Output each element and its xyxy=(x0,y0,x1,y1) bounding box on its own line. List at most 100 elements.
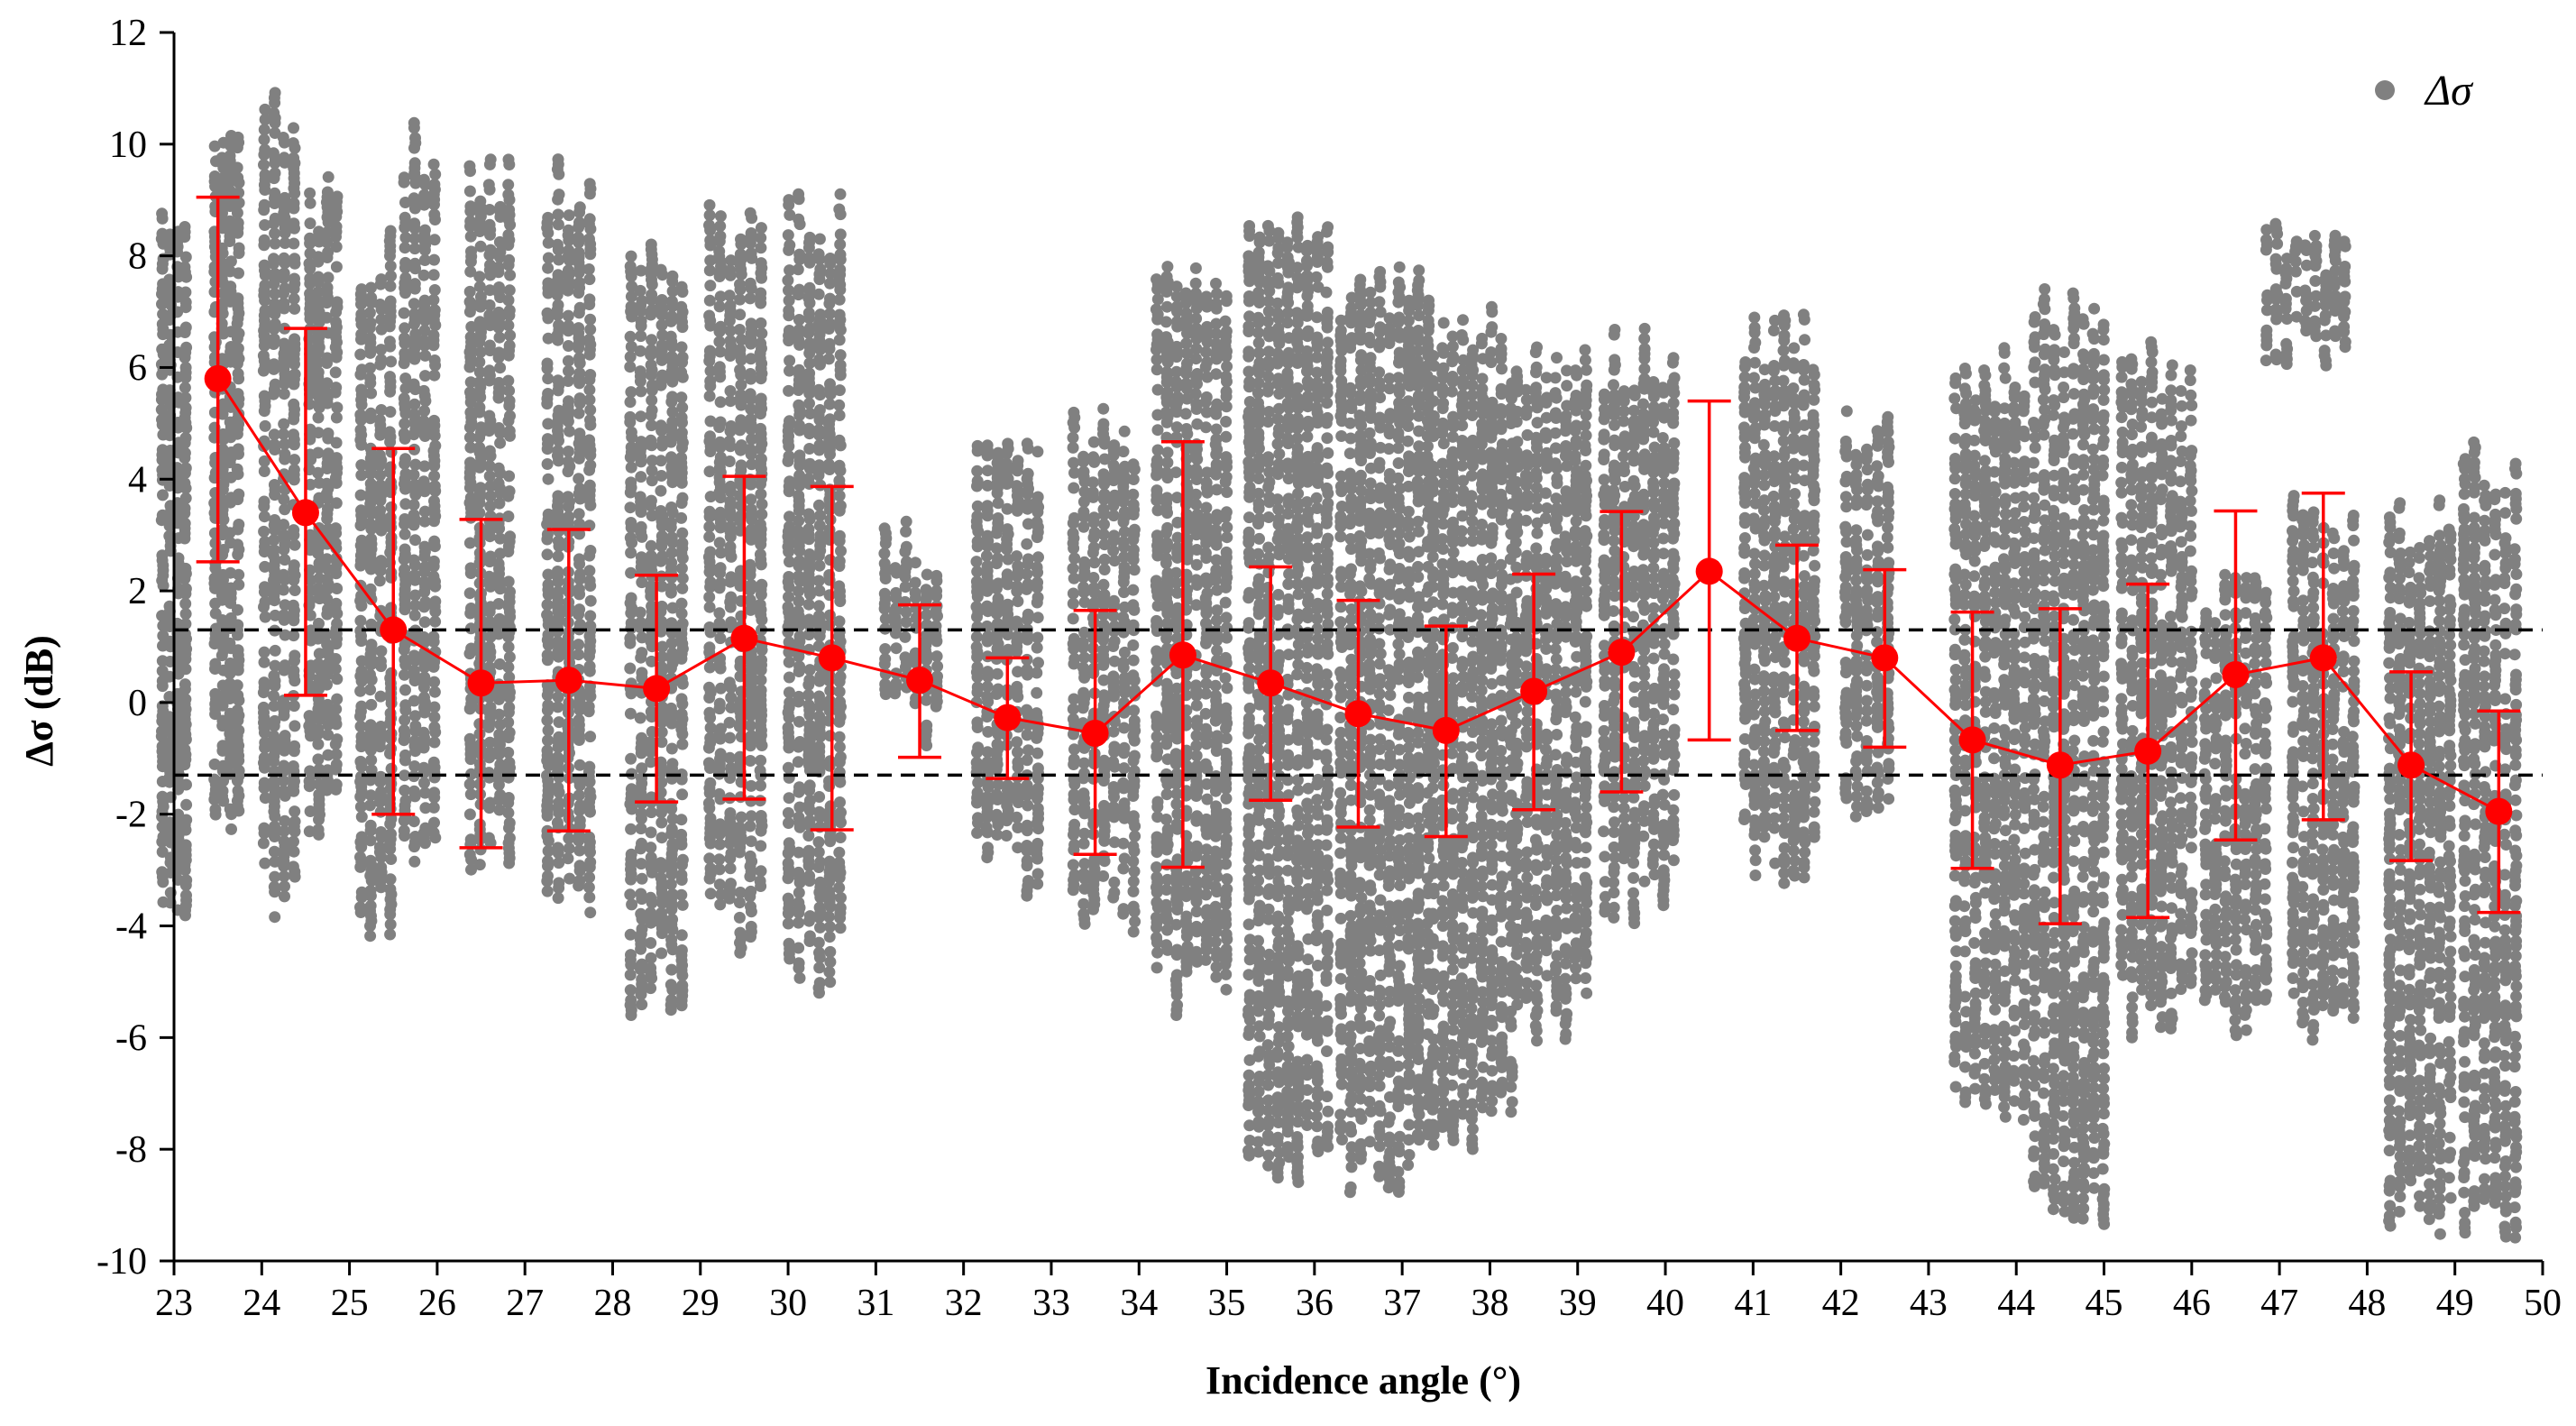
scatter-point xyxy=(259,736,271,749)
scatter-point xyxy=(1108,635,1121,648)
scatter-point xyxy=(408,217,421,230)
scatter-point xyxy=(287,860,299,873)
scatter-point xyxy=(427,158,440,170)
scatter-point xyxy=(573,649,585,661)
scatter-point xyxy=(492,462,505,474)
scatter-point xyxy=(233,197,245,209)
scatter-point xyxy=(625,752,637,765)
scatter-point xyxy=(812,288,825,300)
scatter-point xyxy=(1150,303,1162,316)
scatter-point xyxy=(322,170,335,183)
scatter-point xyxy=(921,719,933,731)
scatter-point xyxy=(429,595,442,608)
scatter-point xyxy=(584,313,597,326)
scatter-point xyxy=(354,685,367,697)
scatter-point xyxy=(541,433,554,446)
scatter-point xyxy=(502,374,515,387)
scatter-point xyxy=(259,560,271,573)
scatter-point xyxy=(1108,876,1121,888)
scatter-point xyxy=(279,814,291,827)
scatter-point xyxy=(703,209,716,222)
scatter-point xyxy=(365,387,378,400)
scatter-point xyxy=(624,330,637,343)
scatter-point xyxy=(180,814,193,826)
scatter-point xyxy=(268,700,280,713)
scatter-point xyxy=(1107,756,1120,768)
scatter-point xyxy=(502,179,515,191)
scatter-point xyxy=(374,299,387,310)
scatter-point xyxy=(427,801,440,814)
scatter-point xyxy=(909,586,921,599)
scatter-point xyxy=(269,288,281,300)
scatter-point xyxy=(675,427,688,439)
scatter-point xyxy=(408,695,420,707)
scatter-point xyxy=(563,224,574,236)
scatter-point xyxy=(583,293,596,306)
scatter-point xyxy=(636,998,648,1011)
scatter-point xyxy=(1127,810,1140,823)
scatter-point xyxy=(782,601,794,613)
scatter-point xyxy=(268,669,280,682)
scatter-point xyxy=(330,437,343,449)
scatter-point xyxy=(278,267,290,280)
scatter-point xyxy=(278,418,290,430)
scatter-point xyxy=(1031,837,1044,850)
scatter-point xyxy=(288,122,299,134)
scatter-point xyxy=(802,508,815,520)
scatter-point xyxy=(474,195,487,207)
scatter-point xyxy=(802,523,815,536)
scatter-point xyxy=(1150,831,1163,843)
scatter-point xyxy=(179,618,192,630)
scatter-point xyxy=(278,870,290,883)
scatter-point xyxy=(542,855,554,868)
scatter-point xyxy=(399,418,411,430)
scatter-point xyxy=(179,693,192,705)
scatter-point xyxy=(665,979,677,991)
scatter-point xyxy=(541,458,554,470)
scatter-point xyxy=(879,653,892,666)
scatter-point xyxy=(981,439,994,452)
scatter-point xyxy=(482,832,495,844)
scatter-point xyxy=(792,525,804,537)
scatter-point xyxy=(833,203,846,216)
scatter-point xyxy=(428,495,440,507)
scatter-point xyxy=(312,722,325,735)
scatter-point xyxy=(754,875,766,888)
scatter-point xyxy=(1077,506,1090,519)
scatter-point xyxy=(364,885,377,897)
scatter-point xyxy=(646,289,658,301)
scatter-point xyxy=(655,419,667,432)
scatter-point xyxy=(714,220,727,233)
scatter-point xyxy=(329,713,342,725)
scatter-point xyxy=(374,479,387,492)
scatter-point xyxy=(803,779,816,792)
scatter-point xyxy=(408,378,420,391)
scatter-point xyxy=(399,684,411,696)
scatter-point xyxy=(878,522,891,535)
scatter-point xyxy=(502,153,515,166)
scatter-point xyxy=(398,724,410,737)
scatter-point xyxy=(930,650,943,663)
scatter-point xyxy=(1012,595,1024,608)
scatter-point xyxy=(783,792,795,805)
scatter-point xyxy=(803,814,816,827)
scatter-point xyxy=(634,284,646,297)
scatter-point xyxy=(542,211,555,224)
scatter-point xyxy=(812,575,825,587)
scatter-point xyxy=(179,562,192,575)
scatter-point xyxy=(655,470,668,482)
scatter-point xyxy=(179,446,191,459)
scatter-point xyxy=(1031,762,1044,775)
scatter-point xyxy=(756,654,767,667)
scatter-point xyxy=(573,844,586,857)
scatter-point xyxy=(625,949,637,961)
scatter-point xyxy=(552,585,564,598)
scatter-point xyxy=(288,197,300,209)
scatter-point xyxy=(1161,537,1173,549)
scatter-point xyxy=(822,353,835,365)
scatter-point xyxy=(583,434,596,446)
scatter-point xyxy=(802,613,815,626)
scatter-point xyxy=(278,529,289,541)
scatter-point xyxy=(384,295,397,308)
